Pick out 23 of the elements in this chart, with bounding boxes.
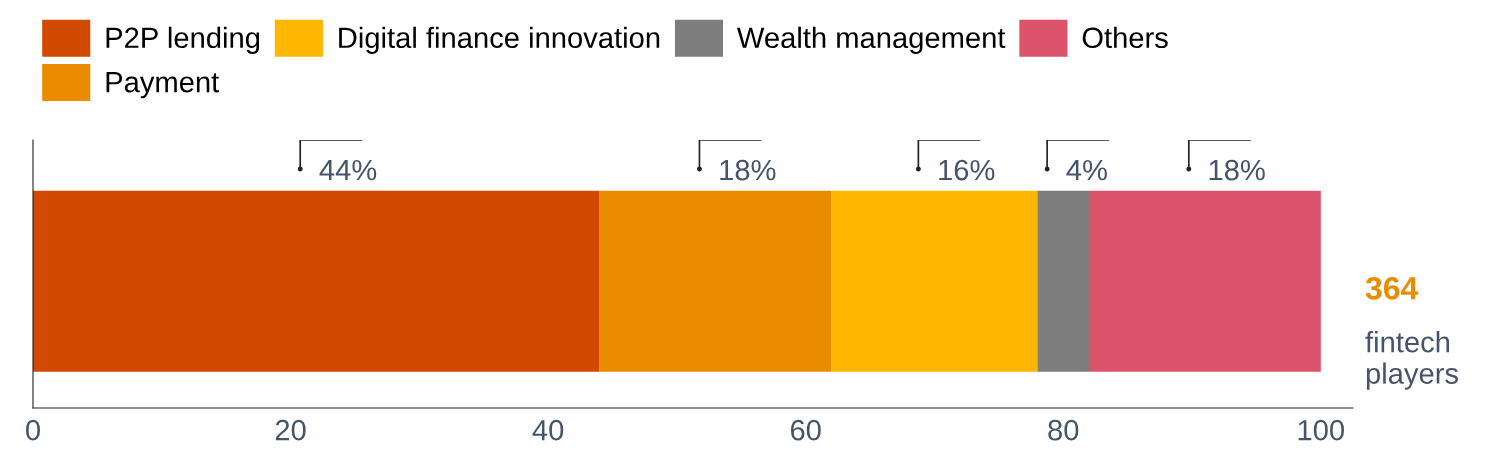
data-label: 44% <box>319 159 377 181</box>
data-label: 18% <box>720 159 776 181</box>
x-tick-label: 80 <box>1048 419 1079 441</box>
x-tick-label: 20 <box>275 419 306 441</box>
legend-label: Digital finance innovation <box>339 26 660 54</box>
legend-label: P2P lending <box>106 26 260 54</box>
data-label: 18% <box>1209 159 1265 181</box>
x-tick-label: 60 <box>790 419 821 441</box>
bar <box>831 190 1038 372</box>
text: fintech players <box>1365 331 1458 390</box>
x-tick-label: 100 <box>1298 419 1344 441</box>
bar <box>1089 190 1321 372</box>
bar <box>599 190 832 372</box>
legend-label: Others <box>1082 26 1168 49</box>
legend-label: Payment <box>106 72 220 99</box>
x-tick-label: 0 <box>26 419 40 441</box>
bar <box>1037 190 1089 372</box>
x-tick-label: 40 <box>532 419 564 441</box>
bar <box>33 190 600 372</box>
data-label: 16% <box>939 159 995 181</box>
legend-label: Wealth management <box>737 26 1006 54</box>
data-label: 4% <box>1066 159 1107 181</box>
text: 364 <box>1365 277 1419 300</box>
